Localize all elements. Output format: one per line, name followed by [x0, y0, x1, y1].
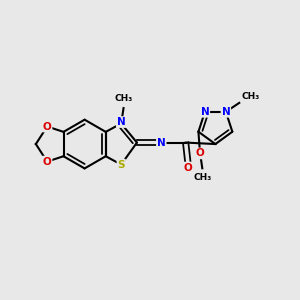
Text: O: O [184, 163, 192, 172]
Text: CH₃: CH₃ [193, 173, 212, 182]
Text: N: N [117, 117, 125, 127]
Text: N: N [200, 107, 209, 117]
Text: S: S [117, 160, 125, 170]
Text: N: N [221, 107, 230, 117]
Text: O: O [43, 157, 52, 166]
Text: CH₃: CH₃ [242, 92, 260, 100]
Text: O: O [196, 148, 204, 158]
Text: O: O [43, 122, 52, 131]
Text: CH₃: CH₃ [114, 94, 133, 103]
Text: N: N [157, 138, 166, 148]
